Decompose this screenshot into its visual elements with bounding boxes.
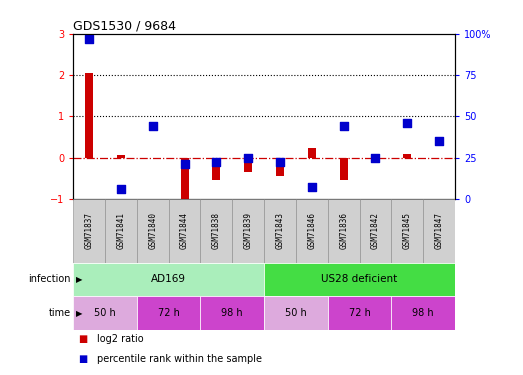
Text: GSM71844: GSM71844 [180, 212, 189, 249]
Text: log2 ratio: log2 ratio [97, 334, 143, 344]
Bar [296, 199, 328, 262]
Bar [276, 158, 284, 176]
Text: percentile rank within the sample: percentile rank within the sample [97, 354, 262, 364]
Text: GSM71843: GSM71843 [276, 212, 285, 249]
Point [212, 159, 221, 165]
Bar [308, 148, 316, 158]
Point [435, 138, 444, 144]
Text: ■: ■ [78, 354, 88, 364]
Point [276, 159, 284, 165]
Bar [264, 199, 296, 262]
Text: GSM71842: GSM71842 [371, 212, 380, 249]
Bar [200, 296, 264, 330]
Text: GSM71846: GSM71846 [308, 212, 316, 249]
Text: US28 deficient: US28 deficient [322, 274, 397, 284]
Point [149, 123, 157, 129]
Point [117, 186, 125, 192]
Point [180, 161, 189, 167]
Bar [360, 199, 391, 262]
Bar [212, 158, 220, 180]
Bar [168, 199, 200, 262]
Text: infection: infection [28, 274, 71, 284]
Point [85, 36, 93, 42]
Text: GSM71841: GSM71841 [117, 212, 126, 249]
Bar [73, 199, 105, 262]
Text: 98 h: 98 h [412, 308, 434, 318]
Bar [73, 262, 264, 296]
Point [339, 123, 348, 129]
Bar [371, 157, 380, 158]
Text: ▶: ▶ [76, 275, 82, 284]
Bar [264, 296, 328, 330]
Text: GSM71837: GSM71837 [85, 212, 94, 249]
Text: 98 h: 98 h [221, 308, 243, 318]
Bar [137, 296, 200, 330]
Bar [328, 296, 391, 330]
Text: GSM71839: GSM71839 [244, 212, 253, 249]
Text: ▶: ▶ [76, 309, 82, 318]
Text: GSM71838: GSM71838 [212, 212, 221, 249]
Point [308, 184, 316, 190]
Bar [423, 199, 455, 262]
Bar [85, 73, 93, 158]
Point [244, 154, 253, 160]
Point [403, 120, 412, 126]
Text: time: time [49, 308, 71, 318]
Text: 50 h: 50 h [94, 308, 116, 318]
Point [371, 154, 380, 160]
Text: GSM71840: GSM71840 [148, 212, 157, 249]
Bar [117, 154, 125, 158]
Bar [180, 158, 189, 201]
Bar [391, 296, 455, 330]
Bar [391, 199, 423, 262]
Text: ■: ■ [78, 334, 88, 344]
Bar [137, 199, 168, 262]
Bar [339, 158, 348, 180]
Bar [200, 199, 232, 262]
Text: GDS1530 / 9684: GDS1530 / 9684 [73, 20, 176, 33]
Bar [105, 199, 137, 262]
Bar [244, 158, 252, 172]
Bar [328, 199, 360, 262]
Text: 72 h: 72 h [158, 308, 179, 318]
Text: GSM71847: GSM71847 [435, 212, 444, 249]
Text: 72 h: 72 h [349, 308, 370, 318]
Text: GSM71845: GSM71845 [403, 212, 412, 249]
Bar [73, 296, 137, 330]
Bar [403, 154, 411, 158]
Text: 50 h: 50 h [285, 308, 307, 318]
Text: AD169: AD169 [151, 274, 186, 284]
Bar [232, 199, 264, 262]
Text: GSM71836: GSM71836 [339, 212, 348, 249]
Bar [264, 262, 455, 296]
